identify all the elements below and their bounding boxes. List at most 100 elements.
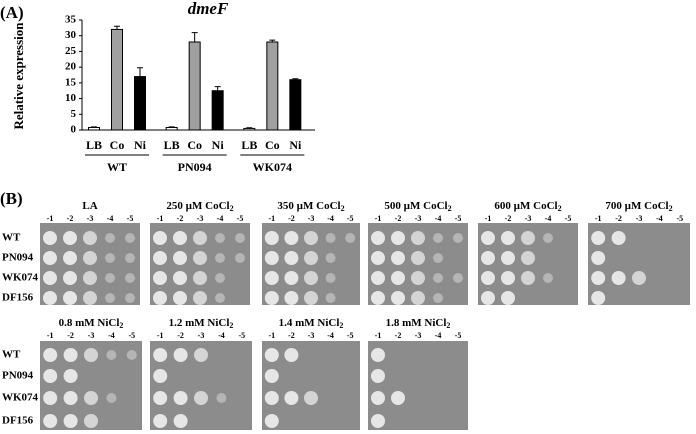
- strain-label: WK074: [2, 272, 39, 284]
- condition-subscript: 2: [448, 204, 452, 213]
- x-tick-label: Co: [110, 138, 125, 152]
- colony-spot: [84, 414, 98, 428]
- plate-condition: 350 µM CoCl2: [277, 200, 344, 213]
- colony-spot: [264, 291, 279, 305]
- colony-spot: [501, 251, 515, 265]
- dilution-label: -2: [288, 331, 295, 340]
- group-label: PN094: [178, 160, 212, 174]
- colony-spot: [371, 414, 385, 428]
- colony-spot: [591, 231, 606, 245]
- dilution-label: -1: [268, 331, 275, 340]
- colony-spot: [63, 414, 78, 428]
- condition-subscript: 2: [669, 204, 673, 213]
- dilution-label: -2: [505, 214, 512, 223]
- group-label: WK074: [253, 160, 292, 174]
- y-tick-label: 10: [65, 92, 77, 104]
- colony-spot: [43, 251, 57, 265]
- colony-spot: [371, 231, 385, 245]
- bar: [88, 126, 100, 131]
- strain-label: WK074: [2, 392, 39, 404]
- condition-text: 1.8 mM NiCl: [386, 317, 447, 329]
- y-tick-label: 30: [65, 29, 77, 41]
- dilution-label: -5: [565, 214, 572, 223]
- colony-spot: [173, 348, 188, 362]
- x-tick-label: Co: [265, 138, 280, 152]
- x-tick-label: Ni: [134, 138, 147, 152]
- colony-spot: [325, 233, 336, 243]
- colony-spot: [543, 233, 553, 243]
- dilution-label: -1: [157, 331, 164, 340]
- panel-label: (B): [0, 189, 23, 208]
- error-bar: [191, 32, 198, 42]
- colony-spot: [521, 271, 535, 285]
- dilution-label: -2: [67, 331, 74, 340]
- bar: [188, 41, 201, 131]
- colony-spot: [215, 273, 225, 283]
- colony-spot: [371, 251, 385, 265]
- colony-spot: [611, 231, 626, 245]
- colony-spot: [501, 271, 515, 285]
- colony-spot: [264, 251, 279, 265]
- error-bar: [214, 86, 221, 91]
- colony-spot: [153, 414, 168, 428]
- dilution-label: -4: [656, 214, 663, 223]
- colony-spot: [216, 393, 227, 403]
- colony-spot: [215, 253, 225, 263]
- colony-spot: [391, 291, 405, 305]
- colony-spot: [521, 251, 535, 265]
- colony-spot: [543, 273, 553, 283]
- condition-subscript: 2: [446, 321, 450, 330]
- condition-text: 350 µM CoCl: [277, 200, 340, 212]
- colony-spot: [235, 233, 245, 243]
- strain-label: WT: [2, 232, 21, 244]
- dilution-label: -5: [455, 331, 462, 340]
- strain-label: PN094: [2, 252, 34, 264]
- x-tick-label: Ni: [212, 138, 225, 152]
- colony-spot: [105, 293, 115, 303]
- colony-spot: [371, 369, 385, 383]
- dilution-label: -1: [47, 331, 54, 340]
- colony-spot: [304, 271, 318, 285]
- colony-spot: [521, 231, 535, 245]
- dilution-label: -3: [636, 214, 643, 223]
- colony-spot: [193, 251, 207, 265]
- dilution-label: -5: [347, 331, 354, 340]
- condition-text: 500 µM CoCl: [384, 200, 447, 212]
- colony-spot: [153, 369, 168, 383]
- colony-spot: [264, 231, 279, 245]
- y-tick-label: 0: [71, 124, 77, 136]
- colony-spot: [304, 291, 318, 305]
- colony-spot: [411, 271, 425, 285]
- colony-spot: [63, 291, 77, 305]
- dilution-label: -4: [217, 214, 224, 223]
- colony-spot: [84, 391, 98, 405]
- group-label: WT: [107, 160, 127, 174]
- colony-spot: [284, 291, 299, 305]
- colony-spot: [284, 231, 299, 245]
- plate-condition: 250 µM CoCl2: [166, 200, 233, 213]
- colony-spot: [371, 291, 385, 305]
- colony-spot: [391, 231, 405, 245]
- colony-spot: [173, 251, 187, 265]
- dilution-label: -3: [308, 214, 315, 223]
- error-bar: [168, 126, 175, 128]
- colony-spot: [83, 291, 97, 305]
- colony-spot: [215, 233, 225, 243]
- colony-spot: [153, 231, 167, 245]
- dilution-label: -4: [435, 331, 442, 340]
- colony-spot: [632, 271, 646, 285]
- y-axis-label: Relative expression: [11, 22, 26, 130]
- colony-spot: [125, 233, 135, 243]
- colony-spot: [453, 233, 463, 243]
- strain-label: DF156: [2, 415, 34, 427]
- colony-spot: [105, 273, 115, 283]
- dilution-label: -2: [288, 214, 295, 223]
- colony-spot: [591, 251, 606, 265]
- dilution-label: -4: [327, 331, 334, 340]
- condition-subscript: 2: [341, 204, 345, 213]
- colony-spot: [63, 369, 78, 383]
- colony-spot: [126, 350, 137, 360]
- colony-spot: [105, 253, 115, 263]
- colony-spot: [591, 291, 606, 305]
